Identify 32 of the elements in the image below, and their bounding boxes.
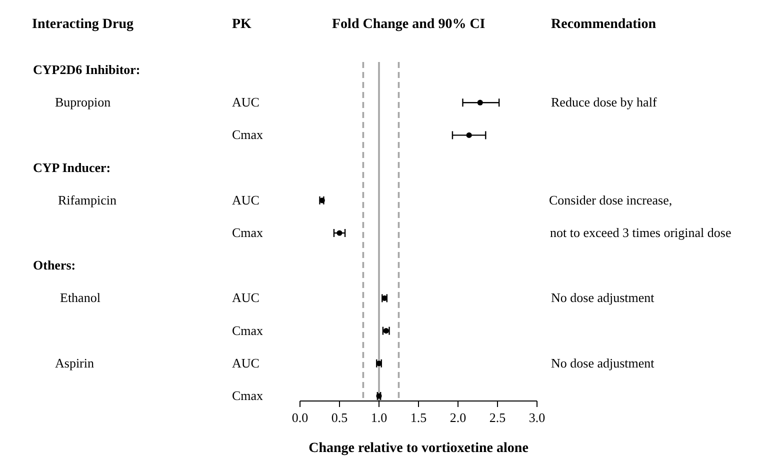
text: Bupropion xyxy=(55,94,112,110)
x-tick-label: 3.0 xyxy=(528,410,546,425)
y-tick-label: Cmax xyxy=(232,225,264,240)
text: CYP2D6 Inhibitor: xyxy=(33,62,140,77)
x-tick-label: 2.0 xyxy=(450,410,466,425)
x-tick-label: 0.5 xyxy=(331,410,348,425)
text: Consider dose increase, xyxy=(549,192,672,208)
text: Reduce dose by half xyxy=(551,94,658,110)
y-tick-label: Cmax xyxy=(232,127,264,142)
text: not to exceed 3 times original dose xyxy=(550,225,732,240)
text: Ethanol xyxy=(60,290,101,306)
x-axis-title: Change relative to vortioxetine alone xyxy=(308,441,528,456)
y-tick-label: Cmax xyxy=(232,322,264,338)
y-tick-label: Cmax xyxy=(232,388,264,403)
text: Fold Change and 90% CI xyxy=(332,17,486,32)
text: CYP Inducer: xyxy=(33,160,111,175)
text: Recommendation xyxy=(551,17,656,32)
text: PK xyxy=(232,17,252,32)
y-tick-label: AUC xyxy=(232,290,260,306)
text: No dose adjustment xyxy=(551,290,655,306)
x-tick-label: 2.5 xyxy=(489,410,506,425)
y-tick-label: AUC xyxy=(232,94,260,110)
text: Rifampicin xyxy=(58,192,117,208)
text: No dose adjustment xyxy=(551,355,655,370)
text: Others: xyxy=(33,258,76,273)
x-tick-label: 1.5 xyxy=(410,410,427,425)
text: Aspirin xyxy=(55,355,94,370)
x-tick-label: 1.0 xyxy=(370,410,388,425)
y-tick-label: AUC xyxy=(232,355,260,370)
y-tick-label: AUC xyxy=(232,192,260,208)
text: Interacting Drug xyxy=(32,17,134,32)
x-tick-label: 0.0 xyxy=(292,410,308,425)
